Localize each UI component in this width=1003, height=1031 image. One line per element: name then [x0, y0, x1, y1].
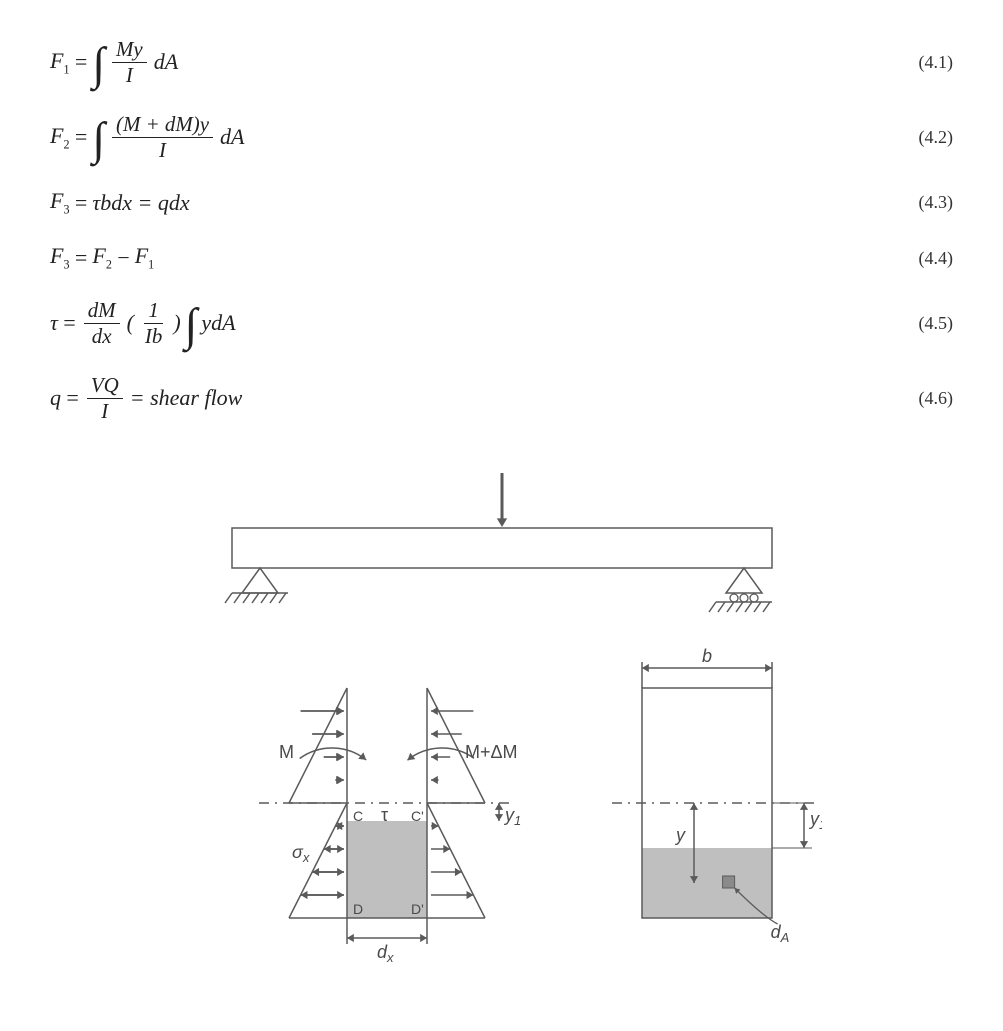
equation-row: F2 = ∫(M + dM)yIdA (4.2) [50, 113, 953, 162]
svg-text:dx: dx [377, 942, 394, 963]
equation-row: τ = dMdx(1Ib)∫ydA (4.5) [50, 299, 953, 348]
equation-list: F1 = ∫MyIdA(4.1)F2 = ∫(M + dM)yIdA(4.2)F… [50, 38, 953, 423]
equation-number: (4.5) [919, 313, 954, 334]
equation-body: q = VQI = shear flow [50, 374, 242, 423]
shear-flow-figure: M M+ΔM σx τ C C' D D' y1 dx b y y1 dA [182, 473, 822, 963]
equation-body: F3 = τbdx = qdx [50, 188, 190, 217]
svg-text:M+ΔM: M+ΔM [465, 742, 518, 762]
equation-row: F3 = F2 − F1 (4.4) [50, 243, 953, 272]
equation-number: (4.3) [919, 192, 954, 213]
equation-number: (4.4) [919, 248, 954, 269]
svg-text:D': D' [411, 901, 424, 917]
svg-text:y1: y1 [808, 809, 822, 832]
svg-text:M: M [279, 742, 294, 762]
svg-text:y: y [674, 825, 686, 845]
equation-number: (4.6) [919, 388, 954, 409]
equation-row: F3 = τbdx = qdx (4.3) [50, 188, 953, 217]
svg-text:y1: y1 [503, 805, 521, 828]
equation-number: (4.1) [919, 52, 954, 73]
equation-body: τ = dMdx(1Ib)∫ydA [50, 299, 236, 348]
svg-text:b: b [702, 646, 712, 666]
svg-text:C: C [353, 808, 363, 824]
figure-wrapper: M M+ΔM σx τ C C' D D' y1 dx b y y1 dA [50, 473, 953, 963]
svg-text:τ: τ [381, 805, 388, 825]
equation-number: (4.2) [919, 127, 954, 148]
svg-text:σx: σx [292, 842, 310, 865]
equation-body: F2 = ∫(M + dM)yIdA [50, 113, 244, 162]
equation-row: F1 = ∫MyIdA (4.1) [50, 38, 953, 87]
svg-text:dA: dA [770, 922, 789, 945]
svg-text:D: D [353, 901, 363, 917]
equation-body: F1 = ∫MyIdA [50, 38, 178, 87]
equation-body: F3 = F2 − F1 [50, 243, 154, 272]
svg-text:C': C' [411, 808, 424, 824]
equation-row: q = VQI = shear flow (4.6) [50, 374, 953, 423]
